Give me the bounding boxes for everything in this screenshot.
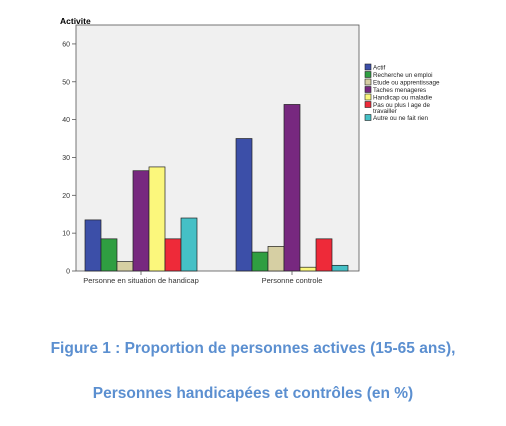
legend-swatch: [364, 93, 372, 101]
bar-1-2: [235, 138, 253, 272]
bar-chart: Activite 0 10 20 30 40 50 60 Personne en situa…: [60, 16, 462, 285]
legend-label: Handicap ou maladie: [373, 95, 433, 102]
y-tick-label: 0: [66, 269, 70, 276]
plot-area: [75, 24, 360, 272]
legend-label: Etude ou apprentissage: [373, 80, 440, 87]
y-tick-label: 20: [62, 193, 70, 200]
bar-5-2: [299, 266, 317, 272]
bar-4-1: [132, 170, 150, 272]
y-tick-label: 50: [62, 79, 70, 86]
legend-label: Pas ou plus l age de travailler: [373, 102, 431, 115]
bar-7-2: [331, 264, 349, 272]
y-tick-label: 30: [62, 155, 70, 162]
bar-7-1: [180, 217, 198, 272]
bar-2-1: [100, 238, 118, 272]
y-tick-label: 60: [62, 41, 70, 48]
legend-label: Recherche un emploi: [373, 72, 433, 79]
x-axis: Personne en situation de handicap Personn…: [83, 271, 322, 285]
bar-6-1: [164, 238, 182, 272]
chart-title: Activite: [60, 16, 91, 26]
legend-swatch: [364, 114, 372, 121]
figure-caption-line-1: Figure 1 : Proportion de personnes activ…: [50, 340, 456, 357]
bar-3-1: [116, 261, 134, 272]
bar-4-2: [283, 104, 301, 272]
legend-label: Taches menageres: [373, 87, 426, 94]
y-tick-label: 10: [62, 231, 70, 238]
bar-3-2: [267, 246, 285, 272]
legend-swatch: [364, 71, 372, 78]
x-tick-label: Personne controle: [262, 276, 323, 285]
x-tick-label: Personne en situation de handicap: [83, 276, 199, 285]
legend-swatch: [364, 101, 372, 108]
bars: [84, 104, 349, 272]
legend-box: [362, 61, 462, 121]
bar-6-2: [315, 238, 333, 272]
bar-1-1: [84, 219, 102, 272]
y-axis: 0 10 20 30 40 50 60: [62, 41, 76, 276]
figure-caption-line-2: Personnes handicapées et contrôles (en %…: [92, 385, 414, 402]
legend-swatch: [364, 78, 372, 86]
bar-2-2: [251, 251, 269, 272]
bar-5-1: [148, 166, 166, 272]
legend-label: Actif: [373, 65, 385, 72]
legend-label: Autre ou ne fait rien: [373, 115, 428, 122]
legend-swatch: [364, 86, 372, 93]
legend-swatch: [364, 63, 372, 71]
y-tick-label: 40: [62, 117, 70, 124]
